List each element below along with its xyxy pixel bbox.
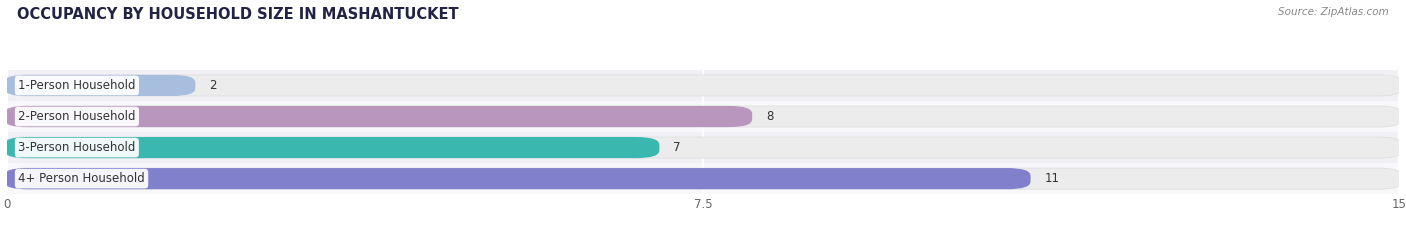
FancyBboxPatch shape [4, 106, 1402, 127]
FancyBboxPatch shape [7, 163, 1399, 194]
Text: 11: 11 [1045, 172, 1060, 185]
Text: 2: 2 [209, 79, 217, 92]
FancyBboxPatch shape [7, 132, 1399, 163]
FancyBboxPatch shape [4, 168, 1402, 189]
Text: OCCUPANCY BY HOUSEHOLD SIZE IN MASHANTUCKET: OCCUPANCY BY HOUSEHOLD SIZE IN MASHANTUC… [17, 7, 458, 22]
Text: 7: 7 [673, 141, 681, 154]
FancyBboxPatch shape [7, 101, 1399, 132]
Text: Source: ZipAtlas.com: Source: ZipAtlas.com [1278, 7, 1389, 17]
Text: 2-Person Household: 2-Person Household [18, 110, 135, 123]
FancyBboxPatch shape [4, 75, 195, 96]
Text: 1-Person Household: 1-Person Household [18, 79, 135, 92]
FancyBboxPatch shape [4, 137, 659, 158]
FancyBboxPatch shape [7, 70, 1399, 101]
FancyBboxPatch shape [4, 168, 1031, 189]
FancyBboxPatch shape [4, 106, 752, 127]
Text: 8: 8 [766, 110, 773, 123]
FancyBboxPatch shape [4, 137, 1402, 158]
FancyBboxPatch shape [4, 75, 1402, 96]
Text: 4+ Person Household: 4+ Person Household [18, 172, 145, 185]
Text: 3-Person Household: 3-Person Household [18, 141, 135, 154]
